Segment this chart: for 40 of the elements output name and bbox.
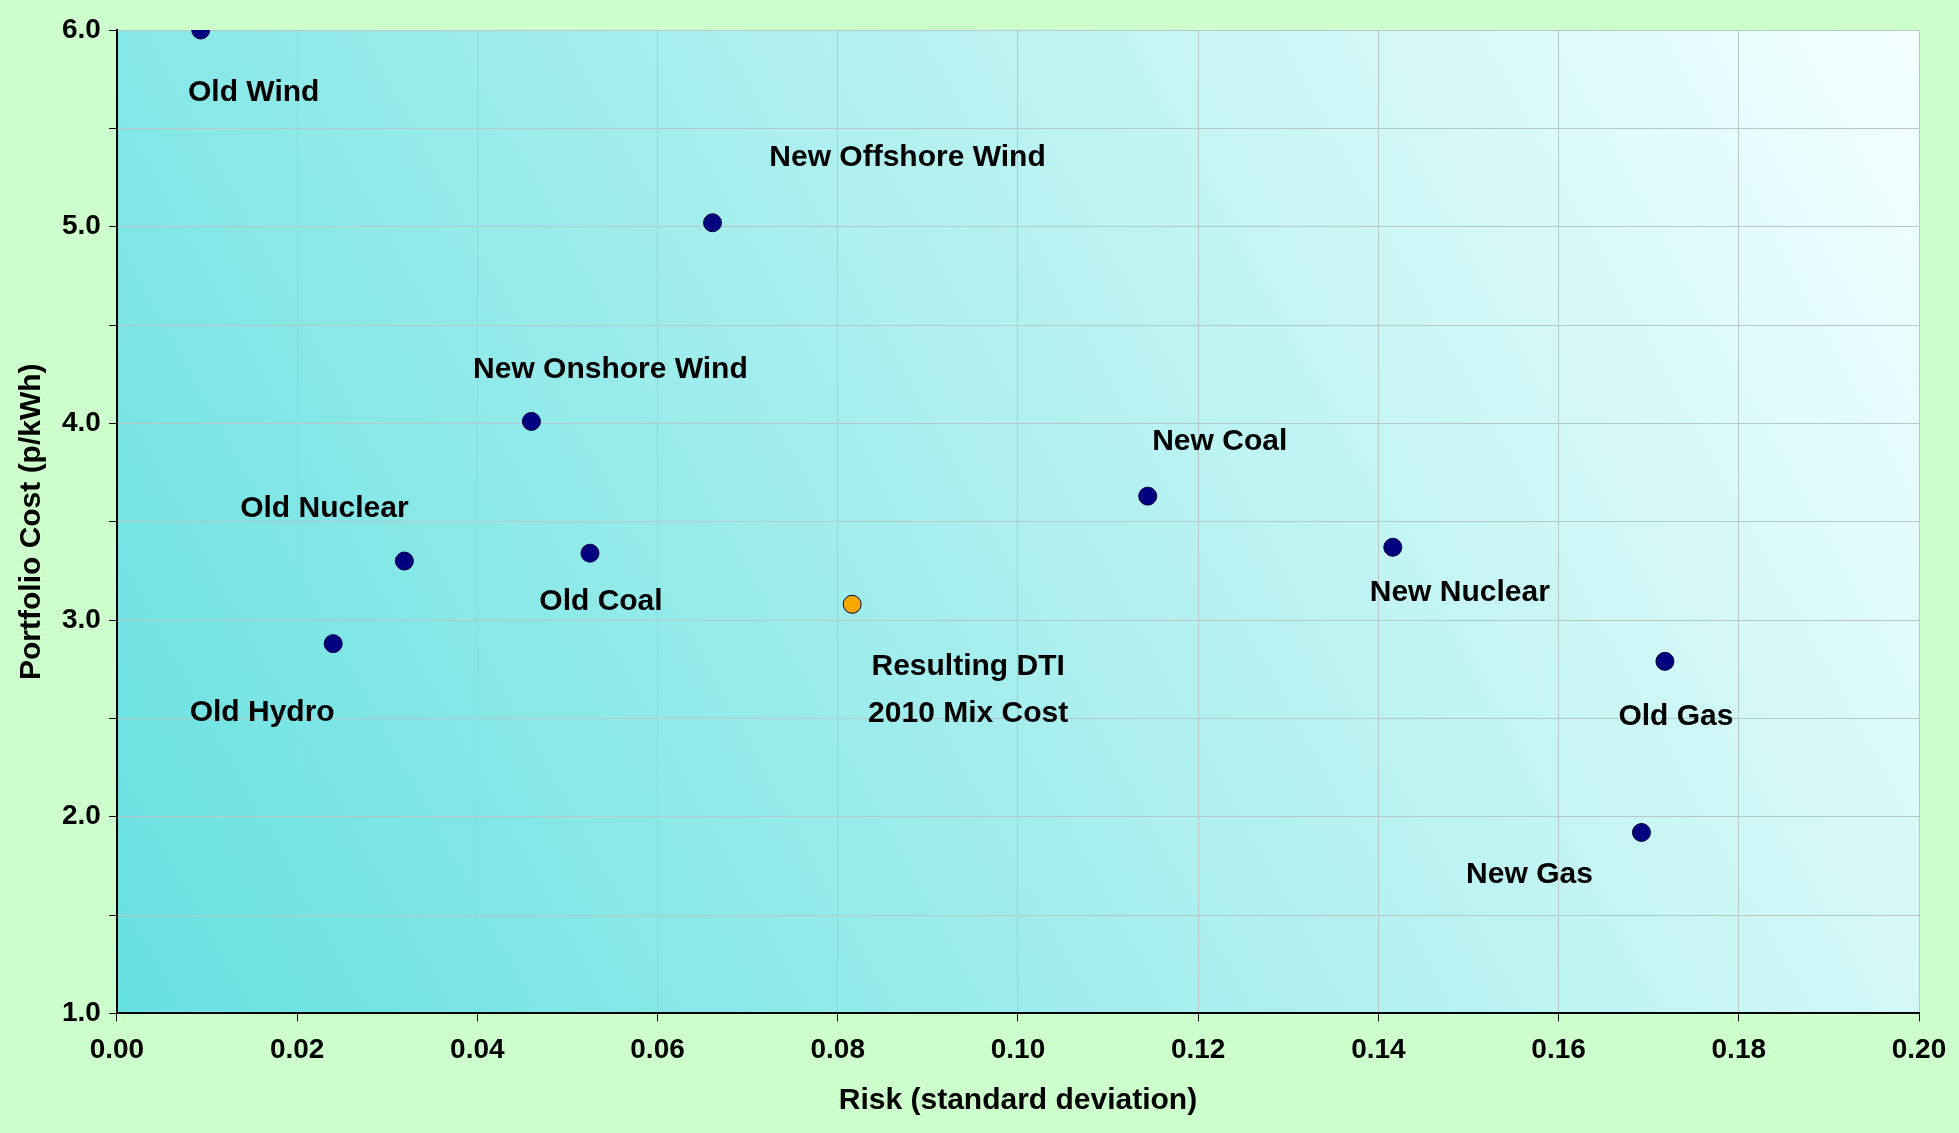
- x-axis-title: Risk (standard deviation): [838, 1082, 1198, 1116]
- point: [580, 543, 600, 563]
- x-tick-label: 0.04: [450, 1032, 506, 1064]
- point: [394, 551, 414, 571]
- point: [1383, 537, 1403, 557]
- annotation: Old Coal: [539, 583, 663, 617]
- x-tick-label: 0.10: [990, 1032, 1046, 1064]
- x-tick-label: 0.02: [269, 1032, 325, 1064]
- y-tick-label: 4.0: [61, 406, 101, 438]
- y-tick-label: 5.0: [61, 209, 101, 241]
- point: [323, 634, 343, 654]
- annotation: New Coal: [1152, 423, 1288, 457]
- x-tick-label: 0.14: [1351, 1032, 1407, 1064]
- annotation: Old Nuclear: [240, 490, 409, 524]
- point: [521, 411, 541, 431]
- y-tick-label: 6.0: [61, 12, 101, 44]
- x-tick-label: 0.16: [1531, 1032, 1586, 1064]
- x-tick-label: 0.08: [810, 1032, 865, 1064]
- point: [842, 594, 862, 614]
- y-tick-label: 2.0: [61, 799, 101, 831]
- point: [1138, 486, 1158, 506]
- annotation: Old Gas: [1618, 697, 1734, 731]
- annotation: Resulting DTI 2010 Mix Cost: [868, 648, 1069, 729]
- annotation: New Onshore Wind: [473, 350, 748, 384]
- point: [1631, 822, 1651, 842]
- x-tick-label: 0.00: [89, 1032, 145, 1064]
- x-tick-label: 0.12: [1170, 1032, 1226, 1064]
- x-tick-label: 0.18: [1711, 1032, 1767, 1064]
- annotation: Old Wind: [188, 74, 320, 108]
- point: [703, 213, 723, 233]
- annotation: New Gas: [1466, 855, 1593, 889]
- y-axis-title: Portfolio Cost (p/kWh): [13, 363, 47, 681]
- annotation: New Offshore Wind: [769, 139, 1046, 173]
- y-tick-label: 1.0: [61, 996, 101, 1028]
- annotation: Old Hydro: [189, 693, 335, 727]
- point: [1655, 651, 1675, 671]
- annotation: New Nuclear: [1369, 573, 1551, 607]
- x-tick-label: 0.20: [1891, 1032, 1947, 1064]
- x-tick-label: 0.06: [630, 1032, 685, 1064]
- y-tick-label: 3.0: [61, 602, 101, 634]
